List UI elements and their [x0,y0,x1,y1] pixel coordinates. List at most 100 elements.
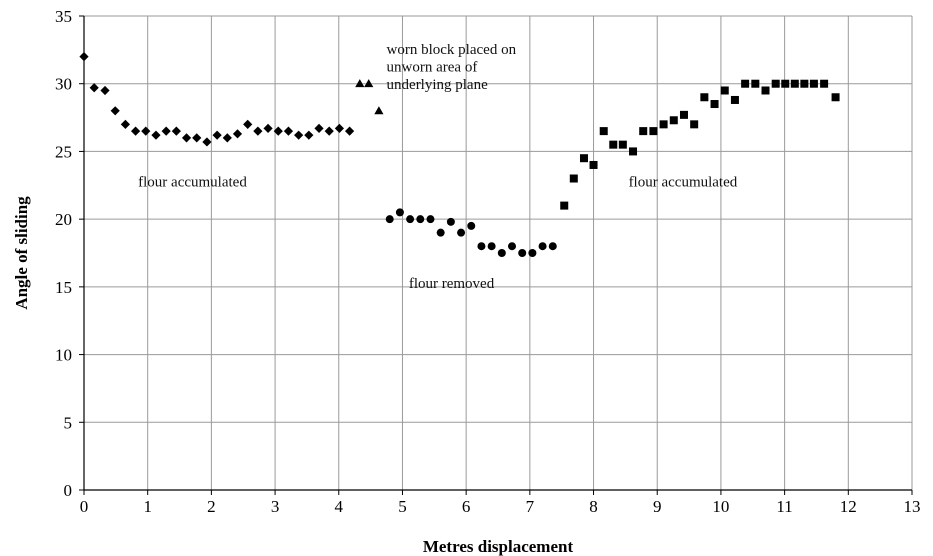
x-tick-label: 11 [776,497,792,516]
data-point-circle [457,228,466,237]
annotation-label: flour removed [409,276,495,292]
data-point-square [618,140,627,149]
x-tick-label: 7 [526,497,535,516]
data-point-diamond [171,126,181,136]
data-point-circle [416,215,425,224]
data-point-circle [426,215,435,224]
annotation-label: underlying plane [387,77,489,93]
x-tick-label: 1 [143,497,152,516]
data-point-diamond [314,123,324,134]
data-point-square [720,86,729,95]
y-tick-label: 0 [64,481,73,500]
data-point-circle [508,242,517,251]
data-point-circle [406,215,415,224]
data-point-square [659,120,668,129]
y-tick-label: 30 [55,75,72,94]
x-tick-label: 9 [653,497,662,516]
y-tick-label: 10 [55,346,72,365]
data-point-triangle [374,106,384,115]
data-point-circle [477,242,486,251]
annotation-label: worn block placed on [387,42,517,58]
data-point-square [710,100,719,109]
x-tick-label: 2 [207,497,216,516]
data-point-square [599,127,608,136]
data-point-diamond [110,106,120,116]
x-tick-label: 5 [398,497,407,516]
data-point-diamond [232,129,243,139]
data-point-diamond [120,119,130,129]
data-point-circle [385,215,394,224]
data-point-square [761,86,770,95]
annotations: flour accumulated worn block placed on unw… [138,42,738,292]
data-point-circle [395,208,404,217]
y-tick-label: 15 [55,278,72,297]
data-point-circle [467,221,476,230]
data-point-diamond [243,119,253,129]
y-axis-title: Angle of sliding [12,196,31,310]
annotation-label: unworn area of [387,60,478,76]
data-point-diamond [273,126,283,136]
data-point-square [589,160,598,169]
data-point-diamond [222,133,232,143]
data-point-square [569,174,578,183]
data-point-triangle [355,79,365,88]
data-point-square [669,116,678,125]
data-point-diamond [151,130,161,140]
data-point-circle [538,242,547,251]
x-tick-label: 13 [904,497,921,516]
x-tick-label: 6 [462,497,471,516]
data-point-diamond [181,133,192,143]
data-point-circle [436,228,445,237]
data-point-diamond [130,126,141,136]
data-point-diamond [192,133,202,143]
data-point-square [560,201,569,210]
data-points [79,52,840,257]
data-point-square [741,79,750,88]
data-point-square [629,147,638,156]
data-point-square [649,127,658,136]
axes [79,15,913,495]
data-point-diamond [141,126,151,136]
data-point-circle [446,217,455,226]
data-point-diamond [79,52,89,62]
data-point-square [781,79,790,88]
x-tick-label: 12 [840,497,857,516]
data-point-circle [528,249,537,257]
data-point-diamond [324,126,334,136]
data-point-square [730,95,739,104]
data-point-square [751,79,760,88]
data-point-diamond [212,130,222,140]
x-axis-title: Metres displacement [423,537,574,556]
data-point-square [639,127,648,136]
x-tick-label: 8 [589,497,598,516]
data-point-diamond [263,123,273,134]
data-point-triangle [364,79,374,88]
grid [84,15,913,490]
annotation-label: flour accumulated [138,175,247,191]
data-point-square [579,154,588,163]
data-point-circle [487,242,496,251]
y-tick-label: 25 [55,142,72,161]
y-tick-label: 35 [55,7,72,26]
x-tick-label: 10 [712,497,729,516]
data-point-circle [548,242,557,251]
data-point-square [690,120,699,129]
data-point-diamond [294,130,304,140]
x-tick-label: 3 [271,497,280,516]
data-point-square [790,79,799,88]
data-point-square [609,140,618,149]
data-point-square [820,79,829,88]
data-point-diamond [161,126,171,136]
x-tick-label: 4 [335,497,344,516]
data-point-diamond [89,83,99,93]
data-point-square [800,79,809,88]
data-point-circle [497,249,506,257]
x-tick-label: 0 [80,497,89,516]
data-point-diamond [100,85,110,96]
y-tick-label: 5 [64,413,73,432]
data-point-square [771,79,780,88]
data-point-square [831,93,840,102]
